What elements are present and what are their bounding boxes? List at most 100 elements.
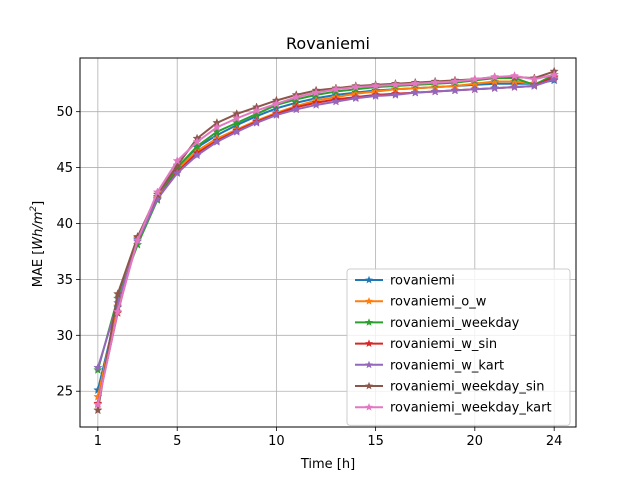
- data-point: [93, 405, 103, 415]
- series-line: [96, 73, 555, 371]
- series-rovaniemi_w_kart: [93, 74, 559, 372]
- y-tick-label: 25: [56, 385, 73, 400]
- data-point: [291, 104, 301, 114]
- y-tick-label: 30: [56, 329, 73, 344]
- data-point: [529, 81, 539, 90]
- data-point: [370, 81, 381, 90]
- chart-title: Rovaniemi: [286, 34, 370, 53]
- legend-item: rovaniemi_w_kart: [355, 358, 504, 373]
- data-point: [490, 72, 500, 81]
- legend-item: rovaniemi_weekday: [355, 316, 520, 331]
- legend-marker: [365, 297, 373, 305]
- legend: rovaniemi rovaniemi_o_w rovaniemi_weekdayr…: [346, 268, 571, 426]
- data-point: [271, 98, 282, 108]
- legend-item: rovaniemi: [355, 274, 455, 289]
- x-tick-label: 1: [94, 434, 102, 449]
- x-tick-label: 20: [467, 434, 484, 449]
- legend-label: rovaniemi: [390, 274, 455, 289]
- legend-marker: [365, 275, 373, 284]
- y-axis-label-superscript: 2: [29, 206, 39, 212]
- legend-item: rovaniemi_weekday_kart: [355, 401, 552, 416]
- legend-marker: [365, 318, 373, 326]
- data-point: [331, 84, 341, 94]
- data-point: [291, 92, 301, 102]
- data-point: [212, 122, 222, 132]
- data-point: [251, 105, 262, 115]
- data-point: [311, 87, 321, 97]
- data-point: [410, 78, 420, 88]
- x-axis-ticks: 1 5 10 15 20 24: [94, 427, 563, 449]
- y-axis-label-unit: Wh/m: [31, 212, 46, 250]
- data-point: [370, 91, 381, 100]
- legend-label: rovaniemi_weekday_kart: [390, 401, 552, 416]
- data-point: [172, 155, 182, 165]
- data-point: [549, 69, 559, 79]
- data-point: [251, 117, 262, 127]
- data-point: [450, 76, 460, 86]
- axes-frame: [79, 57, 577, 428]
- data-point: [172, 168, 182, 178]
- x-tick-label: 15: [367, 434, 384, 449]
- data-point: [113, 306, 123, 316]
- x-axis-label: Time [h]: [300, 457, 355, 472]
- y-axis-label-prefix: MAE [: [31, 250, 46, 288]
- x-tick-label: 10: [268, 434, 285, 449]
- data-point: [509, 82, 520, 92]
- legend-item: rovaniemi_w_sin: [355, 337, 497, 352]
- data-point: [152, 187, 163, 197]
- data-point: [430, 86, 440, 96]
- data-point: [351, 82, 361, 92]
- y-axis-label: MAE [Wh/m2]: [29, 201, 46, 287]
- data-point: [489, 76, 500, 86]
- data-point: [271, 110, 282, 119]
- data-point: [351, 93, 361, 103]
- data-point: [470, 74, 480, 84]
- data-point: [490, 83, 500, 93]
- data-point: [192, 150, 202, 160]
- legend-marker: [365, 339, 373, 347]
- data-point: [390, 90, 401, 99]
- legend-item: rovaniemi_weekday_sin: [355, 380, 545, 395]
- data-point: [132, 235, 143, 245]
- data-point: [192, 136, 202, 146]
- legend-box: [346, 268, 571, 426]
- legend-marker: [365, 360, 373, 369]
- data-point: [311, 100, 321, 109]
- data-point: [93, 399, 103, 409]
- y-tick-label: 45: [56, 161, 73, 176]
- y-axis-label-suffix: ]: [31, 201, 46, 206]
- x-tick-label: 24: [546, 434, 563, 449]
- y-axis-ticks: 25 30 35 40 45 50: [56, 105, 80, 400]
- data-point: [331, 96, 341, 106]
- data-point: [549, 74, 559, 84]
- y-tick-label: 35: [56, 273, 73, 288]
- legend-label: rovaniemi_w_sin: [390, 337, 497, 352]
- legend-label: rovaniemi_w_kart: [390, 358, 504, 373]
- data-point: [113, 289, 123, 298]
- series-rovaniemi_weekday_kart: [93, 69, 559, 409]
- series-line: [96, 78, 555, 369]
- legend-label: rovaniemi_weekday: [390, 316, 520, 331]
- legend-item: rovaniemi_o_w: [355, 295, 487, 310]
- series-line: [96, 73, 555, 405]
- series-layer: [93, 66, 559, 415]
- data-point: [470, 84, 480, 94]
- data-point: [232, 117, 242, 127]
- legend-marker: [365, 403, 373, 411]
- legend-label: rovaniemi_weekday_sin: [390, 380, 545, 395]
- data-point: [410, 87, 420, 97]
- data-point: [93, 362, 103, 372]
- data-point: [509, 70, 520, 80]
- y-tick-label: 40: [56, 217, 73, 232]
- y-tick-label: 50: [56, 105, 73, 120]
- data-point: [232, 126, 242, 136]
- data-point: [430, 77, 440, 87]
- legend-label: rovaniemi_o_w: [390, 295, 487, 310]
- data-point: [529, 74, 539, 84]
- data-point: [232, 113, 242, 123]
- data-point: [450, 85, 460, 95]
- x-tick-label: 5: [173, 434, 181, 449]
- grid: [80, 58, 576, 427]
- legend-marker: [365, 381, 373, 390]
